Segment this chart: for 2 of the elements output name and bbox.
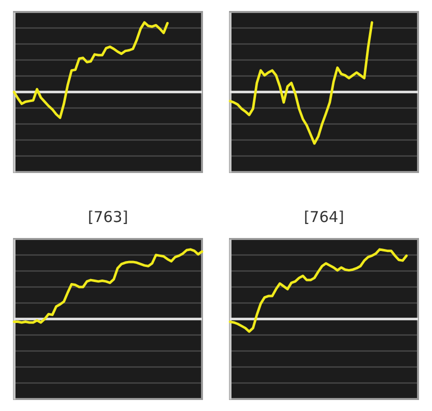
chart-title: [763] [88, 208, 128, 226]
chart-title: [764] [304, 208, 344, 226]
